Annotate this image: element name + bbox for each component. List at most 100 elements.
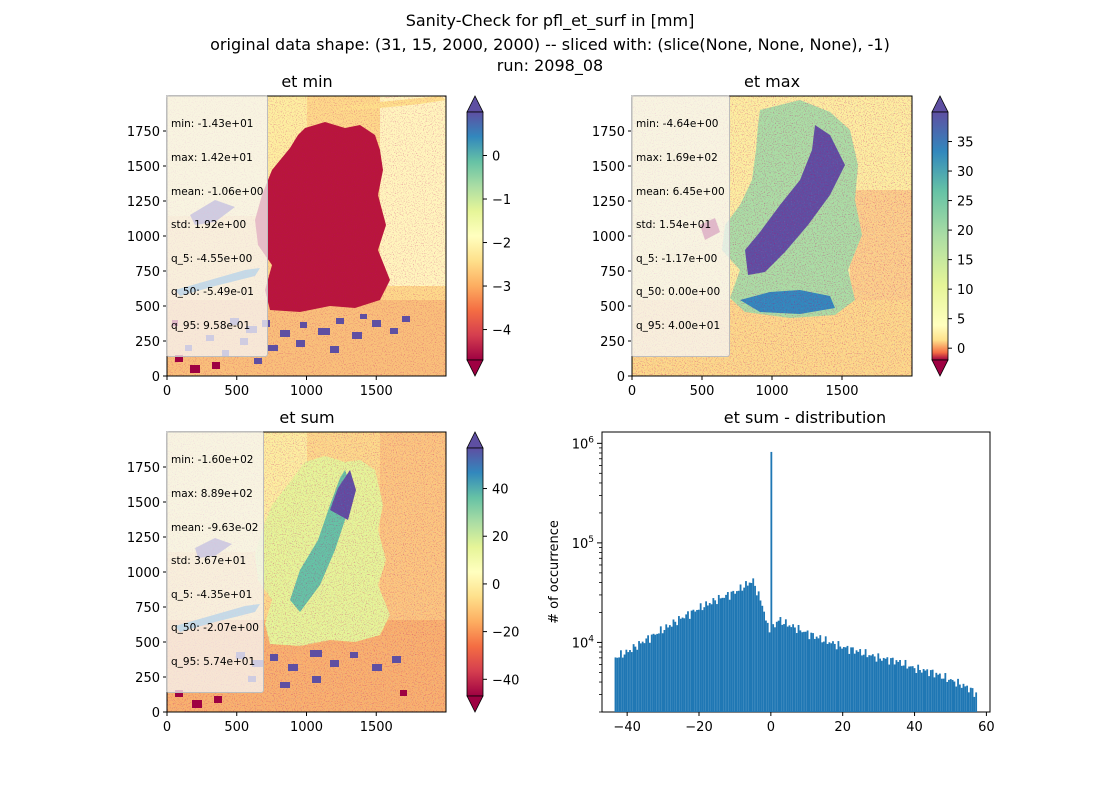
colorbar-tick-label: 15 bbox=[957, 254, 974, 269]
stat-q5: q_5: -1.17e+00 bbox=[636, 252, 718, 265]
y-tick-label: 1500 bbox=[592, 160, 625, 175]
x-tick-label: 500 bbox=[690, 384, 715, 399]
x-tick-label: 0 bbox=[628, 384, 636, 399]
histogram-bar bbox=[871, 654, 874, 712]
histogram-bar bbox=[864, 649, 867, 712]
histogram-bar bbox=[723, 597, 726, 712]
histogram-bar bbox=[710, 604, 713, 712]
histogram-bar bbox=[763, 611, 766, 712]
histogram-bar bbox=[658, 633, 660, 712]
histogram-bar bbox=[694, 611, 697, 712]
histogram-bar bbox=[692, 609, 695, 712]
histogram-bar bbox=[855, 650, 858, 712]
histogram-bar bbox=[730, 591, 733, 712]
stats-box-et-min: min: -1.43e+01 max: 1.42e+01 mean: -1.06… bbox=[166, 95, 269, 357]
histogram-bar bbox=[687, 611, 689, 712]
histogram-bar bbox=[770, 451, 773, 712]
figure-title: Sanity-Check for pfl_et_surf in [mm] bbox=[405, 11, 695, 30]
histogram-bar bbox=[908, 666, 911, 712]
histogram-bar bbox=[775, 621, 778, 712]
colorbar-tick-label: 30 bbox=[957, 165, 974, 180]
y-tick-label: 1250 bbox=[127, 195, 160, 210]
histogram-bar bbox=[659, 626, 662, 712]
histogram-bar bbox=[806, 630, 809, 712]
histogram-bar bbox=[942, 678, 945, 712]
histogram-bar bbox=[937, 674, 940, 712]
colorbar-tick-label: −20 bbox=[492, 626, 519, 641]
histogram-bar bbox=[634, 646, 637, 712]
histogram-bar bbox=[949, 679, 952, 712]
stat-q5: q_5: -4.55e+00 bbox=[171, 252, 253, 265]
histogram-bar bbox=[757, 591, 760, 712]
colorbar-et-sum bbox=[466, 431, 484, 713]
histogram-bar bbox=[826, 643, 829, 712]
histogram-bar bbox=[866, 657, 869, 712]
histogram-bar bbox=[913, 668, 916, 712]
histogram-bar bbox=[685, 614, 688, 712]
histogram-bar bbox=[759, 600, 762, 712]
histogram-bar bbox=[857, 651, 860, 712]
histogram-bar bbox=[893, 664, 896, 712]
histogram-bar bbox=[656, 633, 659, 712]
panel-title-et-max: et max bbox=[743, 72, 801, 91]
histogram-bar bbox=[833, 643, 836, 712]
x-tick-label: 40 bbox=[906, 720, 923, 735]
histogram-bar bbox=[897, 661, 900, 712]
histogram-bar bbox=[699, 603, 702, 712]
histogram-bar bbox=[928, 676, 930, 712]
histogram-bar bbox=[859, 649, 862, 712]
colorbar-tick-label: −4 bbox=[492, 324, 511, 339]
y-tick-label: 500 bbox=[135, 300, 160, 315]
histogram-bar bbox=[712, 598, 715, 712]
colorbar-tick-label: 40 bbox=[492, 483, 509, 498]
histogram-bar bbox=[786, 626, 789, 712]
histogram-bar bbox=[732, 590, 735, 712]
y-tick-label: 1000 bbox=[592, 230, 625, 245]
histogram-bar bbox=[739, 584, 742, 712]
y-tick-label: 750 bbox=[600, 265, 625, 280]
histogram-bar bbox=[625, 649, 628, 712]
histogram-bar bbox=[737, 590, 740, 712]
histogram-bar bbox=[899, 660, 901, 712]
y-tick-label: 250 bbox=[600, 335, 625, 350]
y-tick-label: 250 bbox=[135, 671, 160, 686]
histogram-bar bbox=[835, 649, 838, 712]
histogram-bar bbox=[774, 627, 776, 712]
y-tick-label: 750 bbox=[135, 265, 160, 280]
histogram-bar bbox=[795, 633, 798, 712]
figure-subtitle: original data shape: (31, 15, 2000, 2000… bbox=[210, 35, 890, 54]
x-tick-label: 500 bbox=[224, 384, 249, 399]
colorbar-tick-label: 0 bbox=[957, 342, 965, 357]
histogram-bar bbox=[745, 581, 747, 712]
stat-mean: mean: 6.45e+00 bbox=[636, 185, 725, 198]
histogram-bar bbox=[681, 617, 684, 712]
y-tick-label: 0 bbox=[152, 370, 160, 385]
histogram-bar bbox=[788, 625, 791, 712]
histogram-bar bbox=[801, 632, 804, 712]
histogram-bar bbox=[688, 618, 691, 712]
stat-std: std: 1.92e+00 bbox=[171, 219, 247, 232]
histogram-bar bbox=[784, 619, 787, 712]
stat-std: std: 3.67e+01 bbox=[171, 555, 247, 568]
histogram-bar bbox=[734, 593, 737, 712]
histogram-bar bbox=[674, 621, 677, 712]
histogram-bar bbox=[726, 592, 729, 712]
histogram-bar bbox=[915, 673, 918, 712]
colorbar-tick-label: 0 bbox=[492, 578, 500, 593]
stats-box-et-max: min: -4.64e+00 max: 1.69e+02 mean: 6.45e… bbox=[631, 95, 730, 357]
stat-std: std: 1.54e+01 bbox=[636, 219, 712, 232]
stat-mean: mean: -9.63e-02 bbox=[171, 521, 259, 534]
histogram-bar bbox=[879, 658, 882, 712]
histogram-bar bbox=[716, 604, 718, 712]
histogram-bar bbox=[975, 692, 978, 712]
histogram-bar bbox=[926, 669, 929, 712]
histogram-bar bbox=[852, 647, 854, 712]
histogram-bar bbox=[777, 620, 780, 712]
histogram-bar bbox=[824, 636, 827, 712]
y-tick-label: 250 bbox=[135, 335, 160, 350]
histogram-bar bbox=[815, 636, 818, 712]
colorbar-tick-label: 20 bbox=[492, 530, 509, 545]
histogram-bar bbox=[828, 642, 831, 712]
histogram-bar bbox=[618, 657, 621, 712]
